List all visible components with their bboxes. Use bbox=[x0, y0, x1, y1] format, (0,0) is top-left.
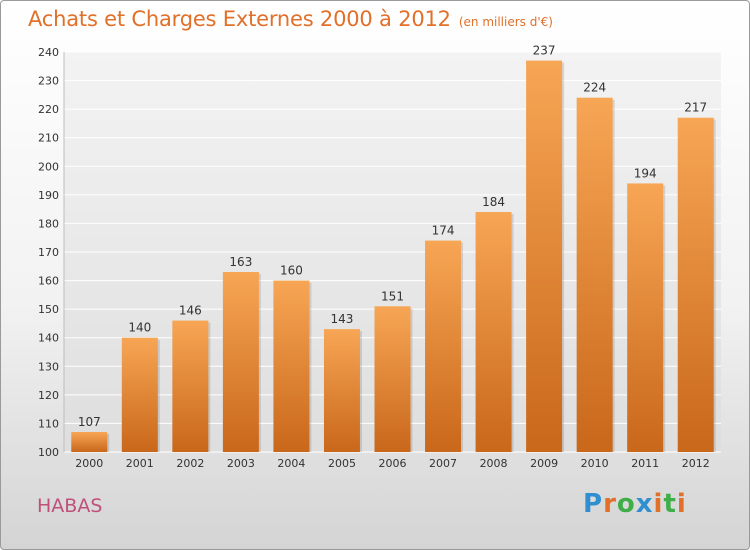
value-label: 224 bbox=[583, 81, 606, 95]
logo-letter: P bbox=[583, 489, 604, 519]
bar bbox=[425, 240, 462, 452]
bar bbox=[222, 272, 259, 452]
logo-letter: r bbox=[603, 489, 617, 519]
bar bbox=[677, 117, 714, 452]
chart-unit: (en milliers d'€) bbox=[458, 15, 553, 29]
logo-letter: i bbox=[653, 489, 664, 519]
commune-name: HABAS bbox=[37, 495, 103, 517]
y-tick-label: 130 bbox=[38, 360, 59, 373]
bar bbox=[172, 320, 209, 452]
y-tick-label: 200 bbox=[38, 160, 59, 173]
x-tick-label: 2005 bbox=[328, 457, 356, 470]
value-label: 160 bbox=[280, 264, 303, 278]
bar bbox=[475, 212, 512, 452]
y-tick-label: 100 bbox=[38, 446, 59, 459]
bar bbox=[374, 306, 411, 452]
x-tick-label: 2004 bbox=[277, 457, 305, 470]
value-label: 107 bbox=[78, 415, 101, 429]
y-tick-label: 120 bbox=[38, 389, 59, 402]
y-tick-label: 210 bbox=[38, 132, 59, 145]
y-tick-label: 170 bbox=[38, 246, 59, 259]
chart-title-main: Achats et Charges Externes 2000 à 2012 bbox=[28, 7, 451, 31]
y-tick-label: 240 bbox=[38, 46, 59, 59]
bar bbox=[526, 60, 563, 452]
bar bbox=[273, 280, 310, 452]
value-label: 174 bbox=[432, 224, 455, 238]
value-label: 143 bbox=[331, 312, 354, 326]
x-tick-label: 2003 bbox=[227, 457, 255, 470]
value-label: 184 bbox=[482, 195, 505, 209]
y-tick-label: 140 bbox=[38, 332, 59, 345]
value-label: 146 bbox=[179, 304, 202, 318]
y-tick-label: 160 bbox=[38, 275, 59, 288]
value-label: 237 bbox=[533, 44, 556, 58]
y-tick-label: 230 bbox=[38, 75, 59, 88]
proxiti-logo: Proxiti bbox=[583, 489, 687, 519]
value-label: 194 bbox=[634, 166, 657, 180]
y-tick-label: 150 bbox=[38, 303, 59, 316]
y-tick-label: 180 bbox=[38, 217, 59, 230]
x-tick-label: 2000 bbox=[75, 457, 103, 470]
y-tick-label: 190 bbox=[38, 189, 59, 202]
bar bbox=[71, 432, 108, 452]
bar bbox=[576, 97, 613, 452]
x-tick-label: 2007 bbox=[429, 457, 457, 470]
x-tick-label: 2009 bbox=[530, 457, 558, 470]
y-tick-label: 220 bbox=[38, 103, 59, 116]
value-label: 151 bbox=[381, 289, 404, 303]
value-label: 163 bbox=[229, 255, 252, 269]
value-label: 140 bbox=[128, 321, 151, 335]
x-tick-label: 2002 bbox=[176, 457, 204, 470]
x-tick-label: 2012 bbox=[682, 457, 710, 470]
bar bbox=[121, 337, 158, 452]
x-tick-label: 2010 bbox=[581, 457, 609, 470]
bar bbox=[627, 183, 664, 452]
y-tick-label: 110 bbox=[38, 417, 59, 430]
x-tick-label: 2006 bbox=[379, 457, 407, 470]
x-tick-label: 2011 bbox=[631, 457, 659, 470]
logo-letter: x bbox=[635, 489, 654, 519]
x-tick-label: 2008 bbox=[480, 457, 508, 470]
value-label: 217 bbox=[684, 101, 707, 115]
bar bbox=[323, 329, 360, 452]
x-tick-label: 2001 bbox=[126, 457, 154, 470]
logo-letter: o bbox=[616, 489, 636, 519]
logo-letter: t bbox=[663, 489, 677, 519]
chart-title: Achats et Charges Externes 2000 à 2012 (e… bbox=[28, 7, 553, 31]
logo-letter: i bbox=[676, 489, 687, 519]
